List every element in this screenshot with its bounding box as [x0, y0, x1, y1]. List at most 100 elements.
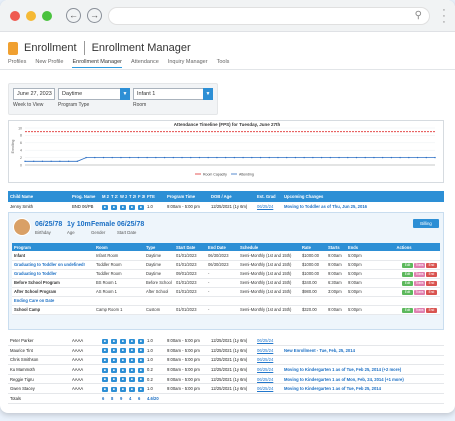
day-icon: ■ [102, 357, 108, 363]
row-grad[interactable]: 06/25/24 [255, 383, 282, 395]
transfer-button[interactable]: Trans [414, 289, 425, 295]
minimize-dot[interactable] [26, 11, 36, 21]
address-bar[interactable]: ⚲ [108, 7, 430, 25]
row-change[interactable]: New Enrollment - Tue, Feb, 25, 2014 [282, 345, 444, 356]
program-row[interactable]: Graduating to Toddler Toddler Room Daytime… [12, 269, 440, 279]
tab-tools[interactable]: Tools [216, 59, 230, 65]
pcol-rate: Rate [300, 243, 326, 251]
data-point [294, 156, 297, 159]
program-row[interactable]: Infant Infant Room Daytime 01/01/2023 06/30/… [12, 251, 440, 261]
day-icon: ■ [129, 204, 135, 210]
col-child-name[interactable]: Child Name [8, 191, 70, 202]
row-name[interactable]: Chris Smithson [8, 355, 70, 366]
program-actions [368, 296, 440, 306]
program-program[interactable]: Graduating to Toddler [12, 269, 94, 279]
row-grad[interactable]: 06/25/24 [255, 355, 282, 366]
program-starts: 9:00am [326, 251, 346, 261]
table-row[interactable]: Maurice Tint AAAA ■ ■ ■ ■ ■ 1.0 9:00am - 5:00 pm… [8, 345, 444, 356]
program-starts: 6:30am [326, 278, 346, 288]
tab-attendance[interactable]: Attendance [131, 59, 159, 65]
row-grad[interactable]: 06/25/24 [255, 345, 282, 356]
transfer-button[interactable]: Trans [414, 280, 425, 286]
back-icon[interactable]: ← [66, 8, 81, 23]
row-grad[interactable]: 06/25/24 [255, 336, 282, 347]
end-button[interactable]: End [426, 280, 437, 286]
row-name[interactable]: Gwen Stacey [8, 383, 70, 395]
data-point [329, 156, 332, 159]
row-change[interactable] [282, 336, 444, 347]
est-grad[interactable]: 06/25/24 [255, 202, 282, 213]
forward-icon[interactable]: → [87, 8, 102, 23]
edit-button[interactable]: Edit [402, 280, 413, 286]
row-name[interactable]: Reggie Tigru [8, 374, 70, 385]
data-point [242, 156, 244, 159]
close-dot[interactable] [10, 11, 20, 21]
program-select[interactable]: Daytime ▼ [58, 88, 130, 100]
transfer-button[interactable]: Trans [414, 262, 425, 268]
program-end [206, 296, 238, 306]
tab-profiles[interactable]: Profiles [8, 59, 27, 65]
tab-new-profile[interactable]: New Profile [35, 59, 64, 65]
day-icon: ■ [120, 367, 126, 373]
table-row[interactable]: Reggie Tigru AAAA ■ ■ ■ ■ ■ 0.2 9:00am - 5:00 pm… [8, 374, 444, 385]
row-change[interactable]: Moving to Kindergarten 1 as of Tue, Feb … [282, 364, 444, 375]
table-row[interactable]: Peter Parker AAAA ■ ■ ■ ■ ■ 1.0 9:00am - 5:00 pm… [8, 336, 444, 347]
tab-inquiry-manager[interactable]: Inquiry Manager [167, 59, 208, 65]
program-row[interactable]: Ending Care on Date [12, 296, 440, 306]
row-change[interactable]: Moving to Kindergarten 1 as of Tue, Feb … [282, 383, 444, 395]
pcol-starts: Starts [326, 243, 346, 251]
tab-enrollment-manager[interactable]: Enrollment Manager [72, 59, 122, 68]
row-grad[interactable]: 06/25/24 [255, 364, 282, 375]
end-button[interactable]: End [426, 262, 437, 268]
child-name[interactable]: Jenny Smith [8, 202, 70, 213]
program-program[interactable]: Graduating to Toddler on undefined! [12, 260, 94, 270]
row-name[interactable]: Peter Parker [8, 336, 70, 347]
upcoming-change[interactable]: Moving to Toddler as of Thu, Jun 25, 201… [282, 202, 444, 213]
program-program: School Camp [12, 305, 94, 315]
edit-button[interactable]: Edit [402, 262, 413, 268]
day-icon: ■ [120, 386, 126, 392]
program-program[interactable]: Ending Care on Date [12, 296, 94, 306]
program-row[interactable]: Graduating to Toddler on undefined! Toddl… [12, 260, 440, 270]
avatar [13, 218, 31, 236]
table-row[interactable]: Jenny Smith BND 06/PB ■ ■ ■ ■ ■ 1.0 9:00… [8, 202, 444, 213]
kebab-menu-icon[interactable]: · · · [442, 4, 446, 28]
day-icon: ■ [138, 367, 144, 373]
program-header-row: Program Room Type Start Date End Date Sc… [12, 243, 440, 251]
end-button[interactable]: End [426, 307, 437, 313]
date-picker[interactable]: June 27, 2023 [13, 88, 55, 100]
edit-button[interactable]: Edit [402, 307, 413, 313]
data-point [416, 156, 419, 159]
program-row[interactable]: School Camp Camp Room 1 Custom 01/01/2023- S… [12, 305, 440, 315]
day-icon: ■ [102, 338, 108, 344]
room-label: Room [133, 102, 147, 108]
total-thu: 4 [127, 393, 136, 404]
edit-button[interactable]: Edit [402, 289, 413, 295]
table-row[interactable]: Gwen Stacey AAAA ■ ■ ■ ■ ■ 1.0 9:00am - 5:00 pm 1… [8, 383, 444, 395]
row-name[interactable]: Ku Mammoth [8, 364, 70, 375]
col-prog-name[interactable]: Prog. Name [70, 191, 100, 202]
program-rate: $340.00 [300, 278, 326, 288]
row-grad[interactable]: 06/25/24 [255, 374, 282, 385]
transfer-button[interactable]: Trans [414, 307, 425, 313]
edit-button[interactable]: Edit [402, 271, 413, 277]
end-button[interactable]: End [426, 289, 437, 295]
program-row[interactable]: After School Program AS Room 1 After Schoo… [12, 287, 440, 297]
pcol-type: Type [144, 243, 174, 251]
date-value: June 27, 2023 [17, 91, 52, 97]
row-name[interactable]: Maurice Tint [8, 345, 70, 356]
transfer-button[interactable]: Trans [414, 271, 425, 277]
row-fte: 0.2 [145, 364, 165, 375]
end-button[interactable]: End [426, 271, 437, 277]
program-sched: Semi-Monthly (1st and 15th) [238, 260, 300, 270]
billing-button[interactable]: Billing [413, 219, 439, 228]
data-point [207, 156, 209, 159]
table-row[interactable]: Chris Smithson AAAA ■ ■ ■ ■ ■ 1.0 9:00am - 5:00 … [8, 355, 444, 366]
maximize-dot[interactable] [42, 11, 52, 21]
room-select[interactable]: Infant 1 ▼ [133, 88, 213, 100]
row-change[interactable] [282, 355, 444, 366]
program-row[interactable]: Before School Program BS Room 1 Before Sch… [12, 278, 440, 288]
row-change[interactable]: Moving to Kindergarten 1 as of Mon, Feb,… [282, 374, 444, 385]
program-end: 06/30/2023 [206, 251, 238, 261]
table-row[interactable]: Ku Mammoth AAAA ■ ■ ■ ■ ■ 0.2 9:00am - 5:00 pm 12… [8, 364, 444, 375]
